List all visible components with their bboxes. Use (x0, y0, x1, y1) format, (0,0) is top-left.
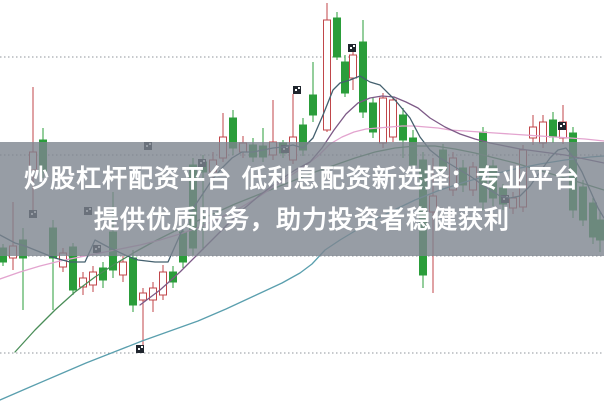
promo-text-line2: 提供优质服务，助力投资者稳健获利 (93, 205, 510, 234)
promo-overlay: 炒股杠杆配资平台 低利息配资新选择：专业平台 提供优质服务，助力投资者稳健获利 (0, 142, 604, 256)
promo-text-line1: 炒股杠杆配资平台 低利息配资新选择：专业平台 (24, 164, 580, 193)
